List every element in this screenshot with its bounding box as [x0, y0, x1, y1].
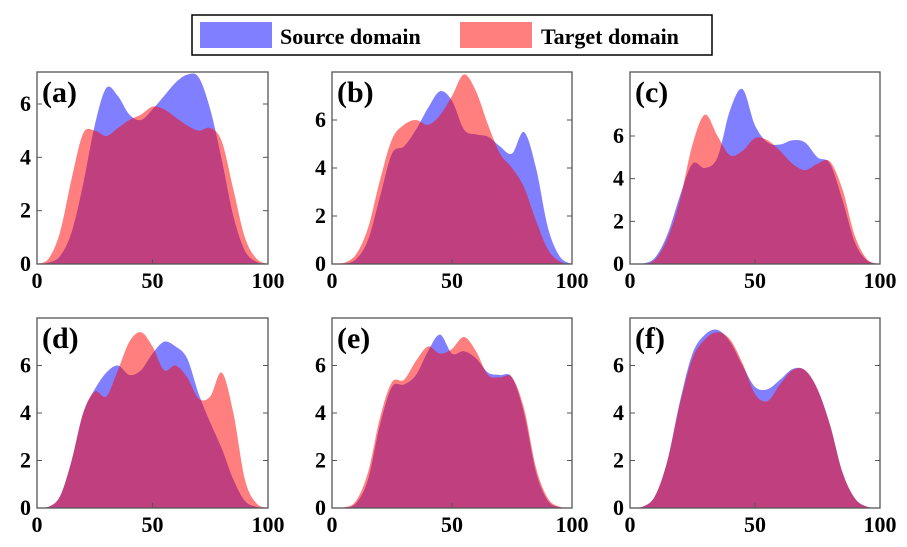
x-tick-label: 100	[556, 512, 589, 537]
y-tick-label: 6	[20, 353, 31, 378]
y-tick-label: 6	[613, 353, 624, 378]
y-tick-label: 6	[20, 91, 31, 116]
x-tick-label: 0	[327, 268, 338, 293]
x-tick-label: 50	[142, 512, 164, 537]
y-tick-label: 0	[613, 495, 624, 520]
x-tick-label: 50	[744, 268, 766, 293]
y-tick-label: 4	[315, 400, 326, 425]
legend-swatch-source	[200, 22, 272, 48]
x-tick-label: 50	[441, 268, 463, 293]
subplot-label: (c)	[635, 76, 668, 109]
target-domain-area	[37, 332, 268, 508]
y-tick-label: 4	[613, 166, 624, 191]
x-tick-label: 50	[142, 268, 164, 293]
x-tick-label: 0	[32, 268, 43, 293]
y-tick-label: 4	[20, 400, 31, 425]
x-tick-label: 50	[744, 512, 766, 537]
y-tick-label: 2	[20, 198, 31, 223]
subplot-d: 0 2 4 6 0 50 100 (d)	[20, 317, 285, 537]
target-domain-area	[630, 114, 880, 264]
target-domain-area	[332, 74, 572, 264]
y-tick-label: 4	[613, 400, 624, 425]
legend-box	[191, 14, 713, 56]
x-tick-label: 0	[32, 512, 43, 537]
subplot-b: 0 2 4 6 0 50 100 (b)	[315, 71, 589, 293]
y-tick-label: 4	[20, 144, 31, 169]
x-tick-label: 100	[252, 512, 285, 537]
y-tick-label: 0	[315, 495, 326, 520]
y-tick-label: 2	[20, 448, 31, 473]
target-domain-area	[630, 332, 880, 508]
x-tick-label: 100	[864, 512, 897, 537]
legend-label-source: Source domain	[280, 24, 421, 49]
y-tick-label: 6	[315, 353, 326, 378]
x-tick-label: 100	[252, 268, 285, 293]
y-tick-label: 2	[315, 448, 326, 473]
subplot-label: (a)	[42, 76, 77, 109]
subplot-c: 0 2 4 6 0 50 100 (c)	[613, 71, 897, 293]
legend-label-target: Target domain	[541, 24, 679, 49]
y-tick-label: 0	[20, 495, 31, 520]
y-tick-label: 4	[315, 155, 326, 180]
y-tick-label: 6	[315, 107, 326, 132]
subplot-label: (e)	[337, 322, 370, 355]
target-domain-area	[332, 336, 572, 508]
x-tick-label: 0	[327, 512, 338, 537]
x-tick-label: 100	[864, 268, 897, 293]
target-domain-area	[37, 106, 268, 264]
y-tick-label: 2	[613, 208, 624, 233]
x-tick-label: 0	[625, 268, 636, 293]
subplot-f: 0 2 4 6 0 50 100 (f)	[613, 317, 897, 537]
x-tick-label: 0	[625, 512, 636, 537]
subplot-label: (f)	[635, 322, 665, 355]
subplot-e: 0 2 4 6 0 50 100 (e)	[315, 317, 589, 537]
subplot-label: (d)	[42, 322, 79, 355]
x-tick-label: 50	[441, 512, 463, 537]
legend-swatch-target	[460, 22, 532, 48]
y-tick-label: 0	[20, 251, 31, 276]
x-tick-label: 100	[556, 268, 589, 293]
y-tick-label: 6	[613, 123, 624, 148]
subplot-a: 0 2 4 6 0 50 100 (a)	[20, 71, 285, 293]
y-tick-label: 0	[315, 251, 326, 276]
y-tick-label: 2	[315, 203, 326, 228]
y-tick-label: 0	[613, 251, 624, 276]
legend: Source domain Target domain	[191, 14, 713, 56]
y-tick-label: 2	[613, 448, 624, 473]
subplot-label: (b)	[337, 76, 374, 109]
